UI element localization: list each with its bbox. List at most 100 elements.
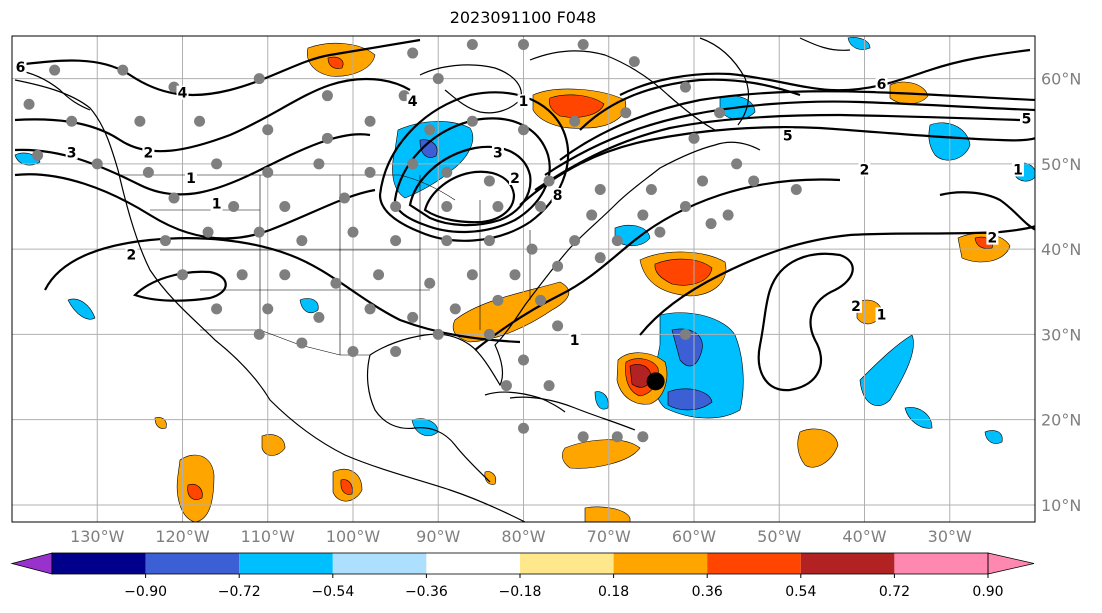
station-dot — [594, 252, 606, 264]
lon-label: 100°W — [326, 527, 381, 546]
colorbar-tick-label: 0.18 — [598, 584, 629, 600]
contour-label-bg — [14, 60, 27, 75]
station-dot — [620, 107, 632, 119]
shade-blob — [327, 56, 344, 69]
coastline-caribbean — [509, 396, 636, 431]
station-dot — [390, 201, 402, 213]
contour-label: 1 — [877, 307, 887, 323]
station-dot — [441, 166, 453, 178]
station-dot — [569, 115, 581, 127]
contour-label-bg — [176, 85, 189, 100]
storm-center — [646, 372, 665, 391]
colorbar-tick-label: −0.90 — [124, 584, 167, 600]
colorbar-tick-label: −0.72 — [218, 584, 261, 600]
shade-blob — [654, 258, 713, 286]
colorbar-segment — [332, 553, 427, 574]
station-dot — [373, 269, 385, 281]
station-dot — [654, 226, 666, 238]
station-dot — [23, 98, 35, 110]
station-dot — [364, 166, 376, 178]
station-dot — [262, 166, 274, 178]
station-dot — [441, 235, 453, 247]
station-dot — [722, 209, 734, 221]
coastlines — [14, 37, 851, 522]
contour-label: 3 — [493, 145, 503, 161]
contour-label: 8 — [553, 188, 563, 204]
contour-line — [544, 100, 1035, 176]
station-dot — [628, 56, 640, 68]
station-dot — [790, 183, 802, 195]
station-dot — [407, 47, 419, 59]
station-dot — [347, 345, 359, 357]
station-dot — [594, 183, 606, 195]
station-dot — [466, 39, 478, 51]
station-dot — [518, 39, 529, 51]
station-markers — [23, 39, 802, 443]
shade-blob — [594, 391, 609, 410]
lon-label: 50°W — [757, 527, 801, 546]
colorbar-tick-label: 0.72 — [879, 584, 910, 600]
station-dot — [134, 115, 146, 127]
station-dot — [449, 303, 461, 315]
contour-line — [639, 225, 1035, 336]
colorbar-tick-label: 0.36 — [692, 584, 723, 600]
contour-label-bg — [210, 196, 223, 211]
station-dot — [637, 431, 649, 443]
station-dot — [748, 175, 760, 187]
shade-blob — [584, 506, 631, 522]
coastline-gulf — [369, 141, 761, 387]
shade-blob — [187, 483, 203, 500]
coastline-greenland-east — [799, 37, 851, 51]
contour-label-bg — [551, 188, 564, 202]
contour-label: 2 — [851, 299, 861, 315]
station-dot — [364, 303, 376, 315]
colorbar-segment — [707, 553, 801, 574]
coastline-pacific — [14, 79, 526, 522]
colorbar-tick-label: −0.18 — [499, 584, 542, 600]
lon-label: 90°W — [416, 527, 460, 546]
contour-line — [619, 48, 1031, 96]
shade-blob — [67, 298, 96, 320]
contour-line — [939, 191, 1035, 231]
contour-label: 5 — [1022, 111, 1032, 127]
shade-blob — [154, 417, 167, 429]
contour-line — [519, 126, 1035, 206]
station-dot — [253, 328, 265, 340]
contour-line — [757, 252, 854, 392]
longitude-labels: 130°W 120°W 110°W 100°W 90°W 80°W 70°W 60°W 50°W… — [70, 527, 972, 546]
colorbar-segment — [894, 553, 988, 574]
contour-label-bg — [125, 247, 138, 262]
station-dot — [202, 226, 214, 238]
station-dot — [441, 201, 453, 213]
station-dot — [679, 328, 691, 340]
station-dot — [611, 431, 623, 443]
border-us-states — [150, 175, 531, 355]
colorbar-tick-label: 0.54 — [785, 584, 816, 600]
station-dot — [296, 235, 308, 247]
storm-center-dot — [646, 372, 665, 391]
colorbar-segment — [426, 553, 520, 574]
contour-line — [132, 270, 227, 302]
station-dot — [262, 124, 274, 136]
station-dot — [611, 235, 623, 247]
contour-label: 1 — [519, 94, 529, 110]
station-dot — [168, 192, 180, 204]
station-dot — [330, 277, 342, 289]
lon-label: 80°W — [501, 527, 545, 546]
contour-label: 2 — [510, 171, 520, 187]
station-dot — [679, 81, 691, 93]
lon-label: 40°W — [842, 527, 886, 546]
station-dot — [117, 64, 129, 76]
station-dot — [321, 90, 333, 102]
station-dot — [347, 226, 359, 238]
station-dot — [236, 269, 248, 281]
contour-line — [534, 113, 1021, 191]
contour-label-bg — [406, 94, 419, 109]
contour-label: 2 — [988, 231, 998, 247]
lat-label: 20°N — [1041, 411, 1081, 430]
station-dot — [569, 235, 581, 247]
station-dot — [518, 422, 529, 434]
station-dot — [432, 73, 444, 85]
station-dot — [424, 124, 436, 136]
